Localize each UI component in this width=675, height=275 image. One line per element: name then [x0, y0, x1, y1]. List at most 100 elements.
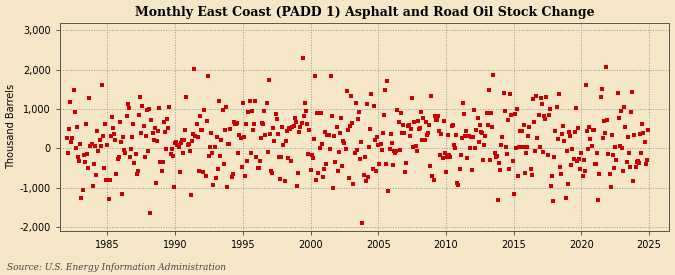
Point — [103, 197, 114, 202]
Point — [132, 169, 143, 174]
Point — [587, 128, 598, 132]
Point — [559, 139, 570, 144]
Point — [284, 126, 294, 130]
Point — [293, 171, 304, 175]
Point — [307, 156, 318, 160]
Point — [393, 119, 404, 124]
Point — [428, 178, 439, 182]
Point — [473, 140, 484, 145]
Point — [445, 155, 456, 159]
Point — [77, 188, 88, 192]
Point — [323, 132, 334, 137]
Point — [567, 147, 578, 151]
Point — [638, 131, 649, 136]
Point — [398, 123, 408, 127]
Point — [369, 104, 379, 108]
Point — [547, 174, 558, 178]
Point — [232, 121, 242, 125]
Point — [248, 128, 259, 132]
Point — [271, 116, 282, 121]
Point — [179, 138, 190, 142]
Point — [297, 56, 308, 60]
Point — [412, 119, 423, 123]
Point — [335, 130, 346, 135]
Point — [252, 166, 263, 170]
Point — [115, 120, 126, 124]
Point — [497, 134, 508, 139]
Point — [140, 134, 151, 139]
Point — [159, 130, 170, 134]
Point — [292, 183, 302, 188]
Point — [599, 119, 610, 123]
Point — [78, 153, 89, 157]
Point — [510, 146, 521, 151]
Point — [470, 146, 481, 150]
Point — [630, 165, 641, 169]
Point — [500, 145, 511, 149]
Point — [221, 185, 232, 189]
Point — [417, 138, 428, 142]
Point — [406, 127, 416, 131]
Point — [280, 139, 291, 143]
Point — [407, 96, 418, 100]
Point — [191, 122, 202, 127]
Point — [502, 152, 512, 156]
Point — [463, 134, 474, 138]
Point — [416, 110, 427, 114]
Point — [458, 101, 468, 105]
Point — [65, 100, 76, 104]
Point — [618, 169, 628, 173]
Point — [111, 171, 122, 176]
Point — [569, 130, 580, 134]
Point — [383, 188, 394, 193]
Point — [535, 95, 546, 100]
Point — [286, 159, 297, 164]
Point — [122, 114, 132, 119]
Point — [214, 99, 225, 103]
Point — [86, 142, 97, 146]
Point — [522, 145, 533, 150]
Point — [225, 127, 236, 131]
Point — [348, 182, 359, 187]
Point — [411, 149, 422, 153]
Point — [634, 161, 645, 165]
Point — [374, 162, 385, 167]
Point — [456, 135, 467, 140]
Point — [369, 138, 380, 142]
Point — [329, 134, 340, 138]
Point — [194, 114, 205, 119]
Point — [209, 145, 220, 150]
Point — [476, 130, 487, 134]
Point — [515, 128, 526, 133]
Point — [603, 152, 614, 156]
Point — [250, 98, 261, 103]
Point — [371, 169, 381, 173]
Point — [641, 158, 652, 163]
Point — [217, 108, 228, 112]
Point — [208, 183, 219, 188]
Point — [360, 179, 371, 183]
Point — [338, 138, 349, 143]
Point — [444, 153, 455, 157]
Point — [570, 105, 581, 110]
Point — [197, 128, 208, 133]
Point — [460, 134, 470, 138]
Point — [526, 173, 537, 177]
Point — [317, 142, 327, 146]
Point — [606, 133, 617, 138]
Point — [529, 120, 539, 125]
Point — [410, 144, 421, 148]
Point — [330, 160, 341, 165]
Point — [234, 133, 245, 137]
Point — [119, 148, 130, 153]
Point — [385, 132, 396, 136]
Point — [458, 112, 469, 116]
Point — [448, 143, 459, 147]
Point — [216, 138, 227, 142]
Point — [510, 112, 520, 117]
Point — [619, 104, 630, 109]
Text: Source: U.S. Energy Information Administration: Source: U.S. Energy Information Administ… — [7, 263, 225, 272]
Point — [337, 164, 348, 169]
Point — [149, 126, 160, 131]
Point — [632, 158, 643, 163]
